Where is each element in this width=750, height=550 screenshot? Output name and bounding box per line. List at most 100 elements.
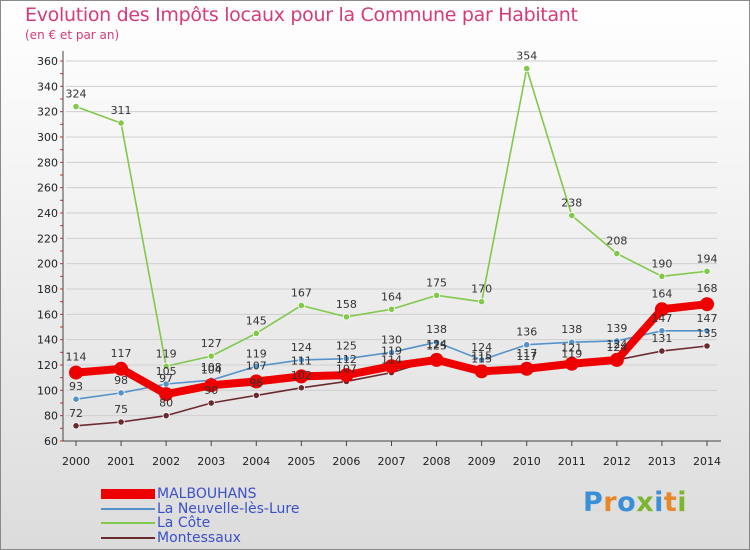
- data-label: 131: [651, 332, 672, 345]
- data-point: [294, 369, 309, 384]
- data-label: 324: [66, 88, 87, 101]
- brand-letter: i: [654, 487, 664, 518]
- brand-letter: o: [617, 487, 637, 518]
- legend-label: Montessaux: [157, 529, 241, 546]
- data-label: 124: [471, 341, 492, 354]
- data-label: 119: [156, 347, 177, 360]
- data-point: [384, 359, 399, 374]
- chart-title: Evolution des Impôts locaux pour la Comm…: [25, 4, 578, 26]
- data-label: 114: [66, 351, 87, 364]
- y-tick-label: 100: [37, 384, 58, 397]
- data-point: [69, 365, 83, 380]
- data-point: [159, 387, 174, 402]
- brand-letter: t: [663, 487, 678, 518]
- data-point: [703, 327, 711, 335]
- y-tick-label: 360: [37, 55, 58, 68]
- y-tick-label: 140: [37, 334, 58, 347]
- data-point: [252, 362, 260, 370]
- x-tick-label: 2011: [558, 455, 586, 468]
- data-label: 145: [246, 314, 267, 327]
- brand-logo: Proxiti: [583, 487, 687, 518]
- data-label: 124: [606, 341, 627, 354]
- data-label: 119: [561, 347, 582, 360]
- data-label: 72: [69, 407, 83, 420]
- data-point: [72, 395, 80, 403]
- data-point: [207, 399, 215, 407]
- data-point: [568, 211, 576, 220]
- x-tick-label: 2014: [693, 455, 721, 468]
- data-label: 97: [159, 372, 173, 385]
- data-label: 117: [111, 347, 132, 360]
- data-point: [703, 342, 711, 350]
- legend-label: La Côte: [157, 515, 211, 531]
- data-label: 208: [606, 235, 627, 248]
- legend-label: MALBOUHANS: [157, 486, 257, 502]
- data-point: [478, 298, 486, 306]
- x-tick-label: 2000: [62, 455, 90, 468]
- data-point: [117, 418, 125, 426]
- brand-letter: x: [636, 487, 655, 518]
- data-label: 111: [291, 354, 312, 367]
- y-tick-label: 240: [37, 207, 58, 220]
- data-point: [478, 356, 486, 364]
- data-label: 139: [606, 322, 627, 335]
- data-label: 119: [246, 347, 267, 360]
- data-label: 98: [114, 374, 128, 387]
- data-point: [432, 338, 441, 346]
- data-point: [474, 364, 489, 379]
- brand-letter: P: [583, 487, 604, 518]
- data-label: 105: [156, 365, 177, 378]
- data-point: [204, 378, 219, 393]
- data-point: [297, 356, 305, 364]
- data-point: [703, 267, 711, 275]
- data-point: [613, 249, 621, 258]
- y-tick-label: 200: [37, 258, 58, 271]
- data-point: [297, 301, 305, 310]
- data-label: 107: [336, 362, 357, 375]
- data-label: 117: [516, 347, 537, 360]
- data-point: [72, 422, 80, 430]
- x-tick-label: 2010: [513, 455, 541, 468]
- y-tick-label: 340: [37, 80, 58, 93]
- y-tick-label: 160: [37, 308, 58, 321]
- data-point: [429, 352, 444, 367]
- x-tick-label: 2005: [287, 455, 315, 468]
- data-label: 114: [381, 354, 402, 367]
- data-label: 112: [336, 353, 357, 366]
- data-point: [207, 352, 215, 360]
- data-point: [117, 119, 125, 127]
- data-label: 127: [201, 337, 222, 350]
- y-tick-label: 80: [44, 410, 58, 423]
- data-point: [658, 327, 666, 335]
- y-tick-label: 320: [37, 106, 58, 119]
- data-label: 147: [651, 312, 672, 325]
- data-label: 138: [426, 323, 447, 336]
- data-point: [252, 329, 260, 337]
- data-label: 164: [381, 290, 402, 303]
- data-label: 104: [201, 363, 222, 376]
- data-label: 125: [336, 340, 357, 353]
- x-tick-label: 2001: [107, 455, 135, 468]
- x-tick-label: 2013: [648, 455, 676, 468]
- data-point: [654, 302, 669, 317]
- x-tick-label: 2006: [332, 455, 360, 468]
- x-tick-label: 2002: [152, 455, 180, 468]
- data-label: 175: [426, 276, 447, 289]
- data-label: 93: [69, 380, 83, 393]
- data-label: 194: [697, 252, 718, 265]
- data-point: [339, 368, 354, 383]
- data-label: 102: [291, 369, 312, 382]
- data-point: [613, 337, 621, 345]
- data-label: 138: [561, 323, 582, 336]
- data-label: 167: [291, 286, 312, 299]
- data-label: 121: [561, 342, 582, 355]
- data-label: 124: [606, 338, 627, 351]
- brand-letter: i: [677, 487, 688, 518]
- y-tick-label: 180: [37, 283, 58, 296]
- data-label: 136: [516, 326, 537, 339]
- data-label: 117: [516, 350, 537, 363]
- data-label: 135: [697, 327, 718, 340]
- legend-swatch: [101, 522, 155, 524]
- x-tick-label: 2008: [423, 455, 451, 468]
- data-point: [519, 361, 534, 376]
